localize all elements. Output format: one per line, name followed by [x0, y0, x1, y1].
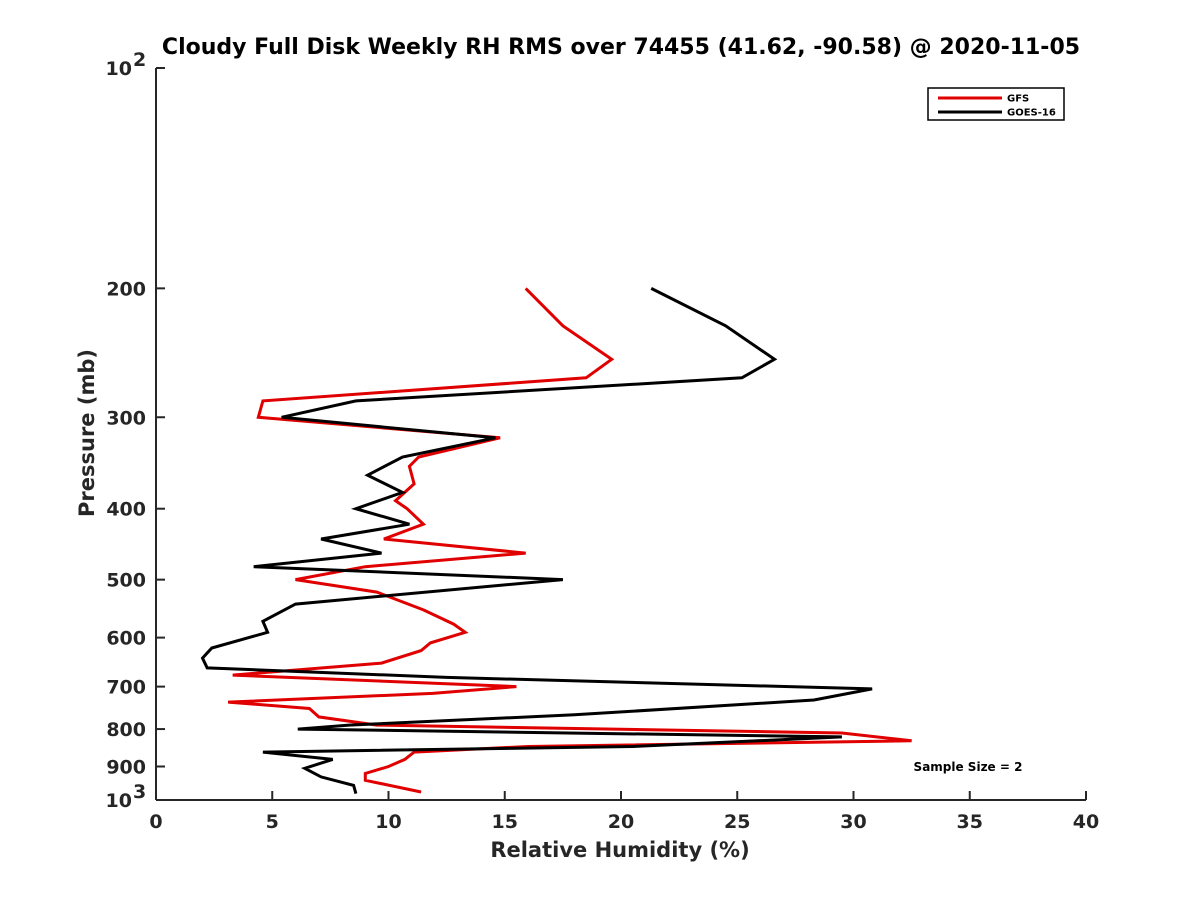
- legend-label: GFS: [1007, 94, 1029, 105]
- legend-box: [927, 87, 1065, 121]
- y-tick-exponent: 2: [133, 49, 146, 71]
- x-tick-label: 15: [492, 811, 518, 833]
- x-tick-label: 25: [724, 811, 750, 833]
- sample-size-annotation: Sample Size = 2: [914, 760, 1023, 774]
- y-tick-label: 900: [106, 757, 146, 779]
- y-tick-label: 600: [106, 628, 146, 650]
- x-tick-label: 30: [840, 811, 866, 833]
- legend: GFS GOES-16: [927, 87, 1065, 121]
- y-tick-label: 10: [106, 58, 132, 80]
- x-tick-label: 0: [149, 811, 162, 833]
- y-axis-label: Pressure (mb): [75, 349, 99, 517]
- legend-label: GOES-16: [1007, 108, 1056, 119]
- y-tick-exponent: 3: [133, 781, 146, 803]
- x-tick-label: 40: [1073, 811, 1099, 833]
- series-line-goes-16: [200, 287, 873, 795]
- x-tick-label: 35: [957, 811, 983, 833]
- x-axis-label: Relative Humidity (%): [490, 838, 749, 862]
- x-tick-label: 20: [608, 811, 634, 833]
- y-tick-label: 200: [106, 278, 146, 300]
- y-tick-label: 800: [106, 719, 146, 741]
- chart-title: Cloudy Full Disk Weekly RH RMS over 7445…: [162, 35, 1080, 60]
- y-tick-label: 500: [106, 570, 146, 592]
- x-tick-label: 10: [375, 811, 401, 833]
- y-tick-label: 300: [106, 407, 146, 429]
- series-layer: [200, 287, 912, 795]
- y-tick-label: 400: [106, 499, 146, 521]
- y-tick-label: 10: [106, 790, 132, 812]
- y-tick-label: 700: [106, 677, 146, 699]
- x-tick-label: 5: [266, 811, 279, 833]
